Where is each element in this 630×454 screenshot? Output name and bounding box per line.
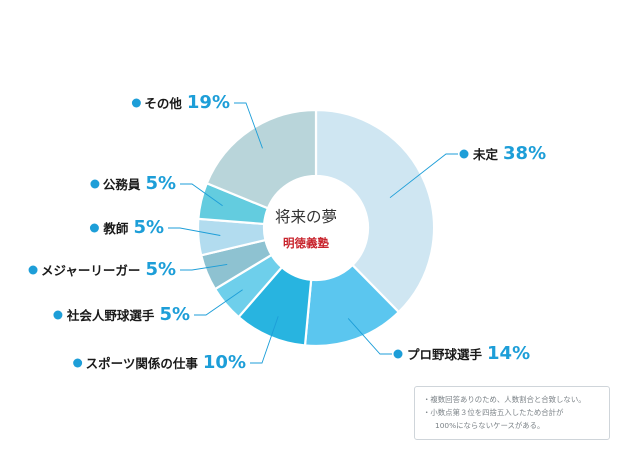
legend-dot: [393, 349, 403, 359]
slice-label-3: 社会人野球選手 5%: [53, 304, 190, 325]
footnote-line: 100%にならないケースがある。: [435, 421, 545, 430]
category-percent: 5%: [133, 217, 164, 238]
category-percent: 5%: [145, 173, 176, 194]
category-name: プロ野球選手: [407, 347, 483, 362]
category-name: 社会人野球選手: [66, 308, 155, 323]
slice-label-2: スポーツ関係の仕事 10%: [73, 352, 246, 373]
legend-dot: [28, 265, 38, 275]
leader-line-4: [180, 263, 228, 271]
leader-line-5: [168, 227, 221, 236]
donut-slice-7: [205, 108, 318, 210]
center-subtitle: 明徳義塾: [283, 236, 329, 250]
slice-label-0: 未定 38%: [459, 143, 546, 164]
category-percent: 5%: [159, 304, 190, 325]
leader-line-3: [194, 289, 243, 316]
category-percent: 14%: [487, 343, 530, 364]
slice-label-1: プロ野球選手 14%: [393, 343, 530, 364]
legend-dot: [89, 223, 99, 233]
category-name: メジャーリーガー: [41, 263, 140, 278]
leader-line-2: [250, 316, 279, 364]
legend-dot: [73, 358, 83, 368]
footnote-line: ・複数回答ありのため、人数割合と合致しない。: [423, 395, 586, 404]
slice-label-6: 公務員 5%: [90, 173, 176, 194]
slice-label-5: 教師 5%: [89, 217, 164, 238]
category-label: 教師 5%: [102, 217, 164, 238]
leader-line-6: [180, 183, 223, 207]
footnote-box: ・複数回答ありのため、人数割合と合致しない。 ・小数点第３位を四捨五入したため合…: [414, 386, 610, 440]
category-name: 公務員: [103, 177, 141, 192]
category-label: 未定 38%: [472, 143, 546, 164]
category-label: 社会人野球選手 5%: [66, 304, 190, 325]
category-name: 未定: [472, 147, 499, 162]
leader-line-7: [234, 102, 263, 149]
category-percent: 19%: [187, 92, 230, 113]
category-name: スポーツ関係の仕事: [86, 356, 199, 371]
center-title: 将来の夢: [275, 208, 337, 226]
category-label: スポーツ関係の仕事 10%: [86, 352, 246, 373]
slices-layer: [196, 108, 436, 348]
leader-line-0: [389, 153, 458, 199]
category-label: メジャーリーガー 5%: [41, 259, 176, 280]
leader-line-1: [347, 318, 392, 355]
footnote-line: ・小数点第３位を四捨五入したため合計が: [423, 408, 564, 417]
legend-dot: [459, 149, 469, 159]
category-name: 教師: [102, 221, 129, 236]
category-percent: 5%: [145, 259, 176, 280]
labels-layer: 未定 38%プロ野球選手 14%スポーツ関係の仕事 10%社会人野球選手 5%メジャーリ…: [28, 92, 546, 373]
donut-slice-0: [314, 108, 436, 314]
leader-lines-layer: [168, 102, 458, 364]
legend-dot: [90, 179, 100, 189]
category-name: その他: [144, 96, 182, 111]
category-percent: 38%: [503, 143, 546, 164]
category-label: 公務員 5%: [103, 173, 176, 194]
category-percent: 10%: [203, 352, 246, 373]
category-label: プロ野球選手 14%: [407, 343, 530, 364]
category-label: その他 19%: [144, 92, 230, 113]
legend-dot: [53, 310, 63, 320]
legend-dot: [131, 98, 141, 108]
slice-label-7: その他 19%: [131, 92, 230, 113]
slice-label-4: メジャーリーガー 5%: [28, 259, 176, 280]
